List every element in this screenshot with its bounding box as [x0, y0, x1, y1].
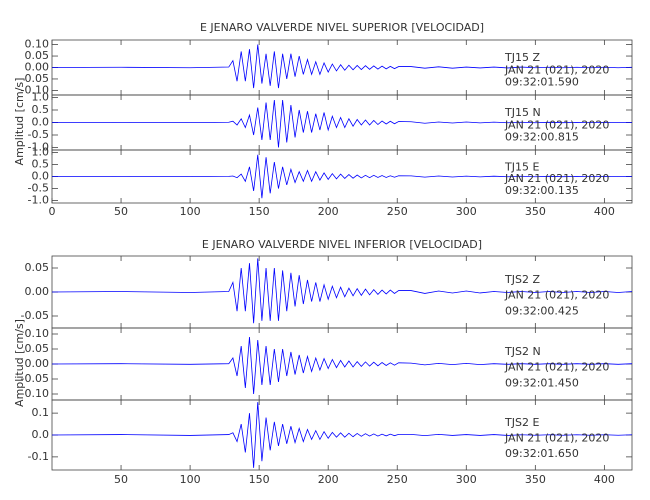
station-label: TJS2 Z	[504, 273, 540, 286]
date-label: JAN 21 (021), 2020	[504, 118, 609, 131]
y-tick-label: -1.0	[28, 141, 49, 154]
y-axis-label: Amplitud [cm/s]	[13, 78, 26, 166]
x-tick-label: 400	[594, 473, 615, 486]
y-tick-label: -0.05	[21, 72, 49, 85]
y-tick-label: -0.05	[21, 309, 49, 322]
y-tick-label: 1.0	[32, 145, 50, 158]
station-label: TJ15 E	[504, 160, 539, 173]
y-tick-label: 0.05	[25, 342, 50, 355]
y-tick-label: -0.5	[28, 182, 49, 195]
y-tick-label: 0.0	[32, 116, 50, 129]
x-tick-label: 0	[49, 205, 56, 218]
date-label: JAN 21 (021), 2020	[504, 289, 609, 302]
y-tick-label: 0.0	[32, 428, 50, 441]
x-tick-label: 150	[249, 473, 270, 486]
time-label: 09:32:01.450	[505, 376, 579, 389]
x-tick-label: 200	[318, 205, 339, 218]
waveform	[51, 258, 633, 324]
y-tick-label: 0.05	[25, 49, 50, 62]
date-label: JAN 21 (021), 2020	[504, 361, 609, 374]
y-tick-label: -0.10	[21, 83, 49, 96]
y-tick-label: 0.00	[25, 285, 50, 298]
station-label: TJ15 N	[504, 106, 541, 119]
y-tick-label: 0.5	[32, 103, 50, 116]
x-tick-label: 350	[525, 473, 546, 486]
date-label: JAN 21 (021), 2020	[504, 172, 609, 185]
waveform	[51, 99, 633, 148]
x-tick-label: 250	[387, 473, 408, 486]
x-tick-label: 400	[594, 205, 615, 218]
y-tick-label: -0.5	[28, 128, 49, 141]
station-label: TJ15 Z	[504, 51, 540, 64]
waveform	[51, 44, 633, 89]
waveform	[51, 336, 633, 395]
time-label: 09:32:01.590	[505, 75, 579, 88]
x-tick-label: 300	[456, 473, 477, 486]
x-tick-label: 300	[456, 205, 477, 218]
x-tick-label: 100	[180, 205, 201, 218]
y-tick-label: 0.1	[32, 406, 50, 419]
y-tick-label: 0.00	[25, 61, 50, 74]
y-tick-label: 0.10	[25, 327, 50, 340]
y-tick-label: -0.1	[28, 450, 49, 463]
y-tick-label: 0.00	[25, 357, 50, 370]
y-tick-label: 0.5	[32, 157, 50, 170]
x-tick-label: 50	[114, 473, 128, 486]
y-axis-label: Amplitud [cm/s]	[13, 319, 26, 407]
waveform	[51, 402, 633, 468]
x-tick-label: 150	[249, 205, 270, 218]
station-label: TJS2 E	[504, 416, 539, 429]
chart-title: E JENARO VALVERDE NIVEL SUPERIOR [VELOCI…	[200, 21, 484, 34]
date-label: JAN 21 (021), 2020	[504, 63, 609, 76]
y-tick-label: -0.05	[21, 372, 49, 385]
time-label: 09:32:01.650	[505, 447, 579, 460]
station-label: TJS2 N	[504, 345, 541, 358]
x-tick-label: 100	[180, 473, 201, 486]
time-label: 09:32:00.425	[505, 304, 579, 317]
x-tick-label: 200	[318, 473, 339, 486]
date-label: JAN 21 (021), 2020	[504, 432, 609, 445]
y-tick-label: 1.0	[32, 91, 50, 104]
y-tick-label: 0.05	[25, 261, 50, 274]
time-label: 09:32:00.815	[505, 130, 579, 143]
y-tick-label: 0.10	[25, 38, 50, 51]
y-tick-label: 0.0	[32, 170, 50, 183]
x-tick-label: 250	[387, 205, 408, 218]
y-tick-label: -1.0	[28, 194, 49, 207]
chart-title: E JENARO VALVERDE NIVEL INFERIOR [VELOCI…	[202, 238, 482, 251]
x-tick-label: 50	[114, 205, 128, 218]
time-label: 09:32:00.135	[505, 184, 579, 197]
y-tick-label: -0.10	[21, 387, 49, 400]
x-tick-label: 350	[525, 205, 546, 218]
waveform	[51, 154, 633, 199]
